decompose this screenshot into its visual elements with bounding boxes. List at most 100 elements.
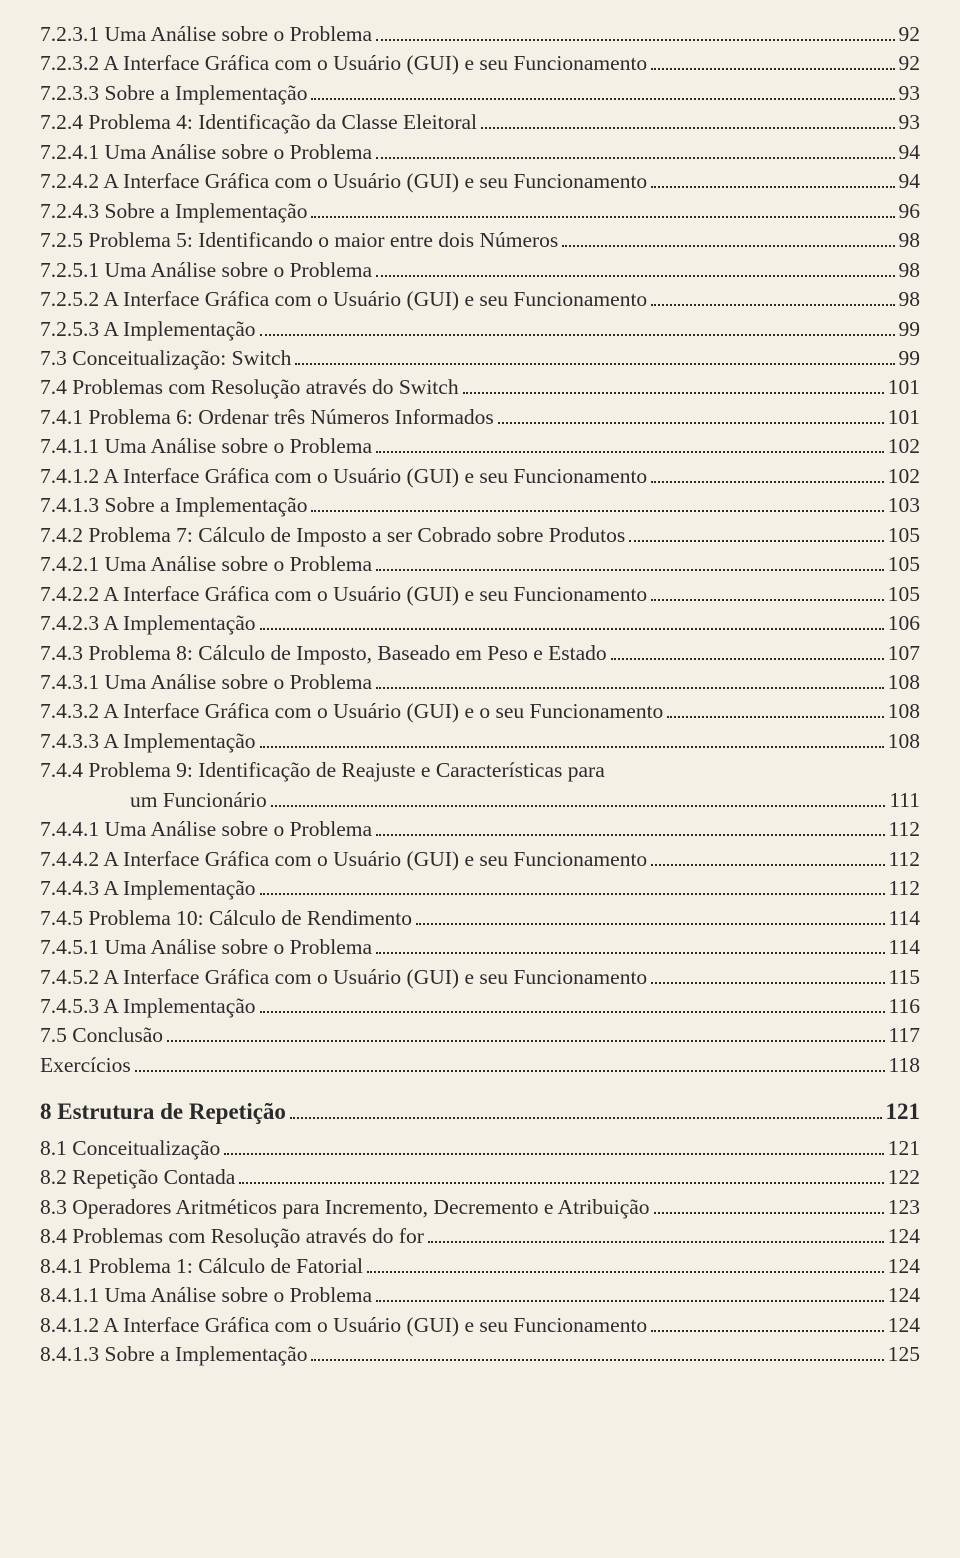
toc-label: 7.2.4.1 Uma Análise sobre o Problema [40,138,372,167]
toc-page-number: 111 [889,786,920,815]
toc-label: 7.4.2.1 Uma Análise sobre o Problema [40,550,372,579]
toc-page-number: 101 [888,373,920,402]
toc-page-number: 93 [899,79,921,108]
toc-line: 7.4.4.2 A Interface Gráfica com o Usuári… [40,845,920,874]
toc-line: 7.2.3.2 A Interface Gráfica com o Usuári… [40,49,920,78]
toc-label: 7.4.5.1 Uma Análise sobre o Problema [40,933,372,962]
toc-page-number: 94 [899,138,921,167]
toc-line: 7.2.3.3 Sobre a Implementação 93 [40,79,920,108]
toc-leader-dots [667,716,883,718]
toc-line: 8 Estrutura de Repetição 121 [40,1096,920,1128]
toc-page-number: 114 [889,904,920,933]
toc-leader-dots [260,334,895,336]
toc-line: 8.4.1.1 Uma Análise sobre o Problema 124 [40,1281,920,1310]
toc-label: 8.4.1.2 A Interface Gráfica com o Usuári… [40,1311,647,1340]
toc-line: 7.4 Problemas com Resolução através do S… [40,373,920,402]
toc-line: 7.4.4.1 Uma Análise sobre o Problema 112 [40,815,920,844]
toc-line: 7.4.3.2 A Interface Gráfica com o Usuári… [40,697,920,726]
toc-leader-dots [629,540,884,542]
toc-page-number: 112 [889,874,920,903]
toc-page-number: 96 [899,197,921,226]
toc-leader-dots [376,569,884,571]
toc-line: 7.2.3.1 Uma Análise sobre o Problema 92 [40,20,920,49]
toc-page-number: 105 [888,550,920,579]
toc-line: 8.4.1 Problema 1: Cálculo de Fatorial 12… [40,1252,920,1281]
toc-line: 7.2.4.3 Sobre a Implementação 96 [40,197,920,226]
toc-label: 7.2.4.3 Sobre a Implementação [40,197,307,226]
toc-leader-dots [224,1153,883,1155]
toc-line: 7.4.3.1 Uma Análise sobre o Problema 108 [40,668,920,697]
toc-label: 7.4 Problemas com Resolução através do S… [40,373,459,402]
toc-page-number: 115 [889,963,920,992]
toc-leader-dots [311,98,894,100]
toc-label: 7.4.2.3 A Implementação [40,609,256,638]
toc-page-number: 92 [899,49,921,78]
toc-label: 7.4.1.2 A Interface Gráfica com o Usuári… [40,462,647,491]
toc-line: 7.4.1.1 Uma Análise sobre o Problema 102 [40,432,920,461]
toc-page-number: 107 [888,639,920,668]
toc-line: 7.2.5 Problema 5: Identificando o maior … [40,226,920,255]
toc-label: 7.4.3.2 A Interface Gráfica com o Usuári… [40,697,663,726]
toc-leader-dots [651,304,894,306]
toc-label: 7.4.3.1 Uma Análise sobre o Problema [40,668,372,697]
toc-label: 8.3 Operadores Aritméticos para Incremen… [40,1193,650,1222]
toc-label: 7.2.3.2 A Interface Gráfica com o Usuári… [40,49,647,78]
toc-label: 7.2.5.3 A Implementação [40,315,256,344]
toc-label: 7.4.5.2 A Interface Gráfica com o Usuári… [40,963,647,992]
toc-leader-dots [367,1271,884,1273]
toc-page-number: 124 [888,1252,920,1281]
toc-leader-dots [498,422,884,424]
toc-leader-dots [135,1070,885,1072]
toc-page-number: 108 [888,668,920,697]
toc-page-number: 99 [899,315,921,344]
toc-line: 7.4.2.3 A Implementação 106 [40,609,920,638]
toc-leader-dots [651,599,884,601]
toc-label: 7.4.4.3 A Implementação [40,874,256,903]
toc-leader-dots [463,392,884,394]
toc-page-number: 102 [888,432,920,461]
toc-label: 7.4.5 Problema 10: Cálculo de Rendimento [40,904,412,933]
toc-line: 7.4.1.3 Sobre a Implementação 103 [40,491,920,520]
toc-label: 7.2.4 Problema 4: Identificação da Class… [40,108,477,137]
toc-label: 8.4.1 Problema 1: Cálculo de Fatorial [40,1252,363,1281]
toc-label: 7.4.4 Problema 9: Identificação de Reaju… [40,756,605,785]
toc-line: 8.4.1.2 A Interface Gráfica com o Usuári… [40,1311,920,1340]
toc-label: 7.4.5.3 A Implementação [40,992,256,1021]
toc-label: 7.2.3.3 Sobre a Implementação [40,79,307,108]
toc-page-number: 124 [888,1222,920,1251]
toc-line: 7.4.2 Problema 7: Cálculo de Imposto a s… [40,521,920,550]
toc-leader-dots [611,658,884,660]
toc-leader-dots [295,363,894,365]
toc-page-number: 103 [888,491,920,520]
toc-line: 7.4.1.2 A Interface Gráfica com o Usuári… [40,462,920,491]
toc-leader-dots [311,1359,883,1361]
toc-page-number: 116 [889,992,920,1021]
toc-leader-dots [376,687,884,689]
toc-label: 8.4 Problemas com Resolução através do f… [40,1222,424,1251]
toc-line: 7.4.1 Problema 6: Ordenar três Números I… [40,403,920,432]
toc-label: 7.4.1.1 Uma Análise sobre o Problema [40,432,372,461]
toc-page-number: 106 [888,609,920,638]
toc-label: 8.2 Repetição Contada [40,1163,235,1192]
toc-page-number: 99 [899,344,921,373]
toc-line: 8.3 Operadores Aritméticos para Incremen… [40,1193,920,1222]
toc-label: 7.4.1 Problema 6: Ordenar três Números I… [40,403,494,432]
toc-label: 7.4.1.3 Sobre a Implementação [40,491,307,520]
toc-page-number: 98 [899,226,921,255]
toc-line: 7.4.4 Problema 9: Identificação de Reaju… [40,756,920,785]
toc-leader-dots [290,1117,882,1119]
toc-page-number: 122 [888,1163,920,1192]
toc-page-number: 124 [888,1281,920,1310]
toc-leader-dots [651,68,894,70]
toc-leader-dots [239,1182,884,1184]
toc-line: 7.3 Conceitualização: Switch 99 [40,344,920,373]
toc-line: 7.2.4.1 Uma Análise sobre o Problema 94 [40,138,920,167]
toc-line: 8.4.1.3 Sobre a Implementação 125 [40,1340,920,1369]
toc-leader-dots [481,127,894,129]
toc-line: 7.2.4.2 A Interface Gráfica com o Usuári… [40,167,920,196]
toc-leader-dots [376,1300,884,1302]
toc-line: 7.4.4.3 A Implementação 112 [40,874,920,903]
toc-leader-dots [416,923,885,925]
toc-leader-dots [651,982,884,984]
toc-label: 7.4.4.2 A Interface Gráfica com o Usuári… [40,845,647,874]
